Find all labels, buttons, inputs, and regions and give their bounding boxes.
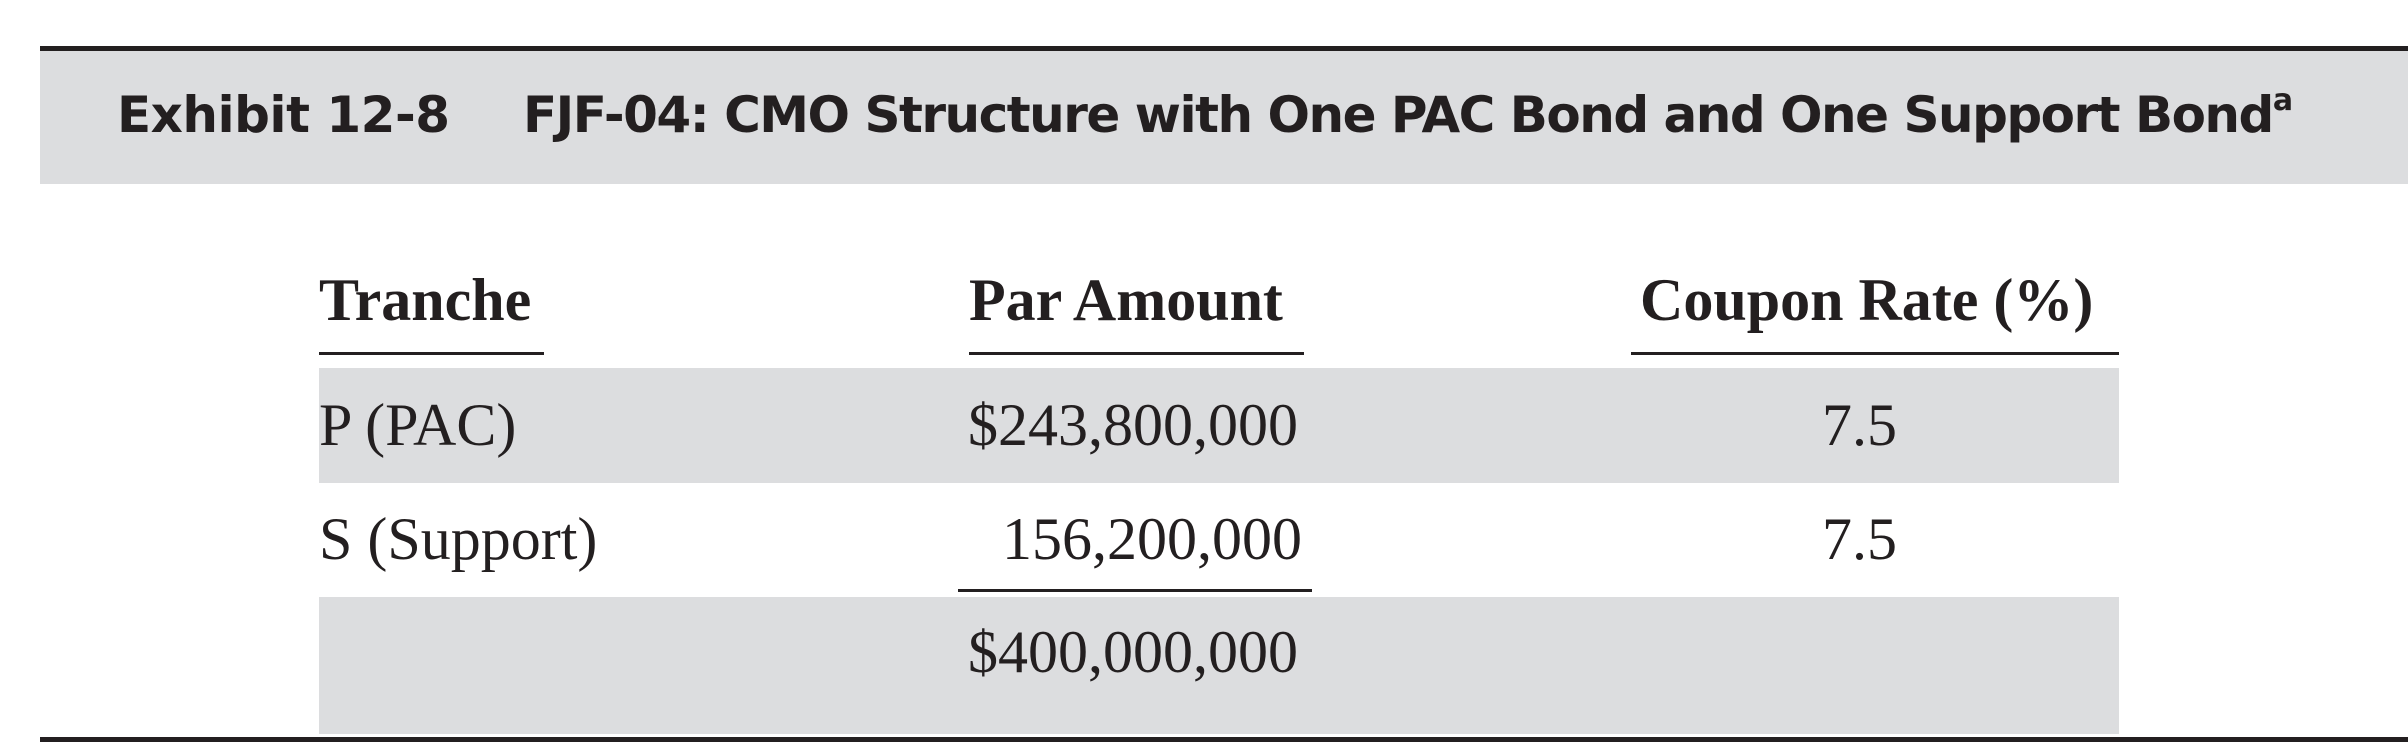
- row-pac-par-amount: $243,800,000: [968, 392, 1298, 458]
- exhibit-label: Exhibit 12-8: [117, 86, 450, 144]
- row-support-coupon-rate: 7.5: [1822, 506, 1897, 572]
- subtotal-rule: [958, 589, 1312, 592]
- row-pac-coupon-rate: 7.5: [1822, 392, 1897, 458]
- row-pac-tranche: P (PAC): [319, 392, 517, 458]
- header-par-amount-underline: [969, 352, 1304, 355]
- header-tranche: Tranche: [319, 267, 532, 333]
- row-support-tranche: S (Support): [319, 506, 598, 572]
- exhibit-header: [40, 51, 2408, 184]
- row-support-par-amount: 156,200,000: [1002, 506, 1302, 572]
- top-rule: [40, 46, 2408, 51]
- header-coupon-rate: Coupon Rate (%): [1640, 267, 2094, 333]
- bottom-rule: [40, 737, 2408, 742]
- exhibit-title-text: FJF-04: CMO Structure with One PAC Bond …: [523, 86, 2274, 144]
- row-band-total: [319, 597, 2119, 734]
- header-par-amount: Par Amount: [969, 267, 1283, 333]
- row-band-pac: [319, 368, 2119, 483]
- exhibit-title: FJF-04: CMO Structure with One PAC Bond …: [523, 80, 2293, 150]
- header-tranche-underline: [319, 352, 544, 355]
- footnote-marker: a: [2272, 83, 2294, 119]
- total-par-amount: $400,000,000: [968, 619, 1298, 685]
- header-coupon-rate-underline: [1631, 352, 2119, 355]
